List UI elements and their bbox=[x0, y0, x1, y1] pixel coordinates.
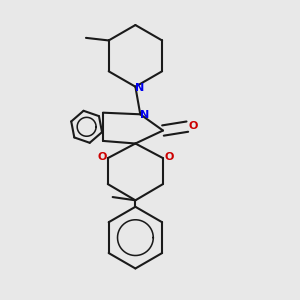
Text: N: N bbox=[140, 110, 149, 120]
Text: O: O bbox=[164, 152, 173, 162]
Text: O: O bbox=[97, 152, 107, 162]
Text: O: O bbox=[188, 121, 198, 131]
Text: N: N bbox=[135, 83, 144, 93]
